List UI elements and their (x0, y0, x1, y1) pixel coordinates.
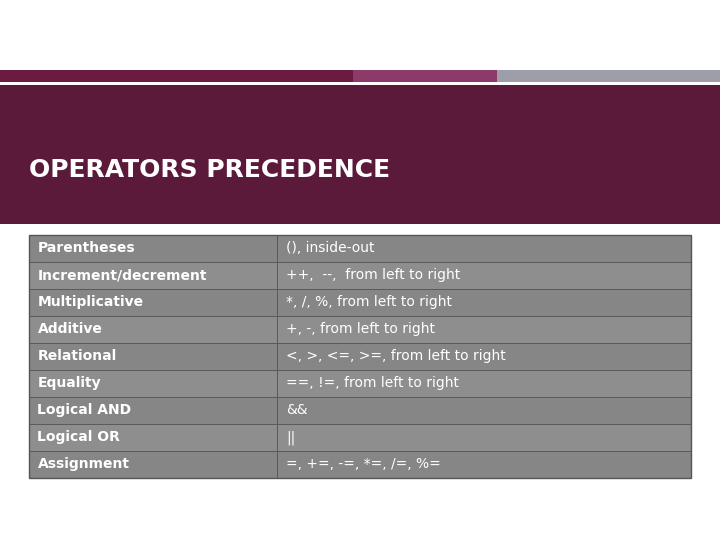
FancyBboxPatch shape (497, 70, 720, 82)
Text: ||: || (286, 430, 295, 444)
FancyBboxPatch shape (29, 424, 277, 451)
FancyBboxPatch shape (29, 289, 277, 316)
Text: ==, !=, from left to right: ==, !=, from left to right (286, 376, 459, 390)
Text: +, -, from left to right: +, -, from left to right (286, 322, 435, 336)
FancyBboxPatch shape (277, 370, 691, 397)
FancyBboxPatch shape (29, 370, 277, 397)
Text: Relational: Relational (37, 349, 117, 363)
FancyBboxPatch shape (0, 70, 353, 82)
FancyBboxPatch shape (277, 397, 691, 424)
Text: (), inside-out: (), inside-out (286, 241, 374, 255)
FancyBboxPatch shape (29, 316, 277, 343)
Text: <, >, <=, >=, from left to right: <, >, <=, >=, from left to right (286, 349, 505, 363)
Text: Multiplicative: Multiplicative (37, 295, 143, 309)
FancyBboxPatch shape (29, 451, 277, 478)
Text: OPERATORS PRECEDENCE: OPERATORS PRECEDENCE (29, 158, 390, 182)
FancyBboxPatch shape (0, 85, 720, 224)
Text: &&: && (286, 403, 307, 417)
FancyBboxPatch shape (29, 397, 277, 424)
Text: Additive: Additive (37, 322, 102, 336)
FancyBboxPatch shape (29, 262, 277, 289)
Text: *, /, %, from left to right: *, /, %, from left to right (286, 295, 452, 309)
FancyBboxPatch shape (277, 262, 691, 289)
Text: =, +=, -=, *=, /=, %=: =, +=, -=, *=, /=, %= (286, 457, 441, 471)
Text: Increment/decrement: Increment/decrement (37, 268, 207, 282)
FancyBboxPatch shape (277, 451, 691, 478)
Text: Logical OR: Logical OR (37, 430, 120, 444)
Text: Logical AND: Logical AND (37, 403, 132, 417)
FancyBboxPatch shape (29, 235, 277, 262)
FancyBboxPatch shape (353, 70, 497, 82)
FancyBboxPatch shape (277, 235, 691, 262)
FancyBboxPatch shape (277, 289, 691, 316)
FancyBboxPatch shape (277, 316, 691, 343)
FancyBboxPatch shape (277, 343, 691, 370)
Text: Assignment: Assignment (37, 457, 130, 471)
Text: Equality: Equality (37, 376, 101, 390)
FancyBboxPatch shape (29, 343, 277, 370)
Text: Parentheses: Parentheses (37, 241, 135, 255)
FancyBboxPatch shape (277, 424, 691, 451)
Text: ++,  --,  from left to right: ++, --, from left to right (286, 268, 460, 282)
